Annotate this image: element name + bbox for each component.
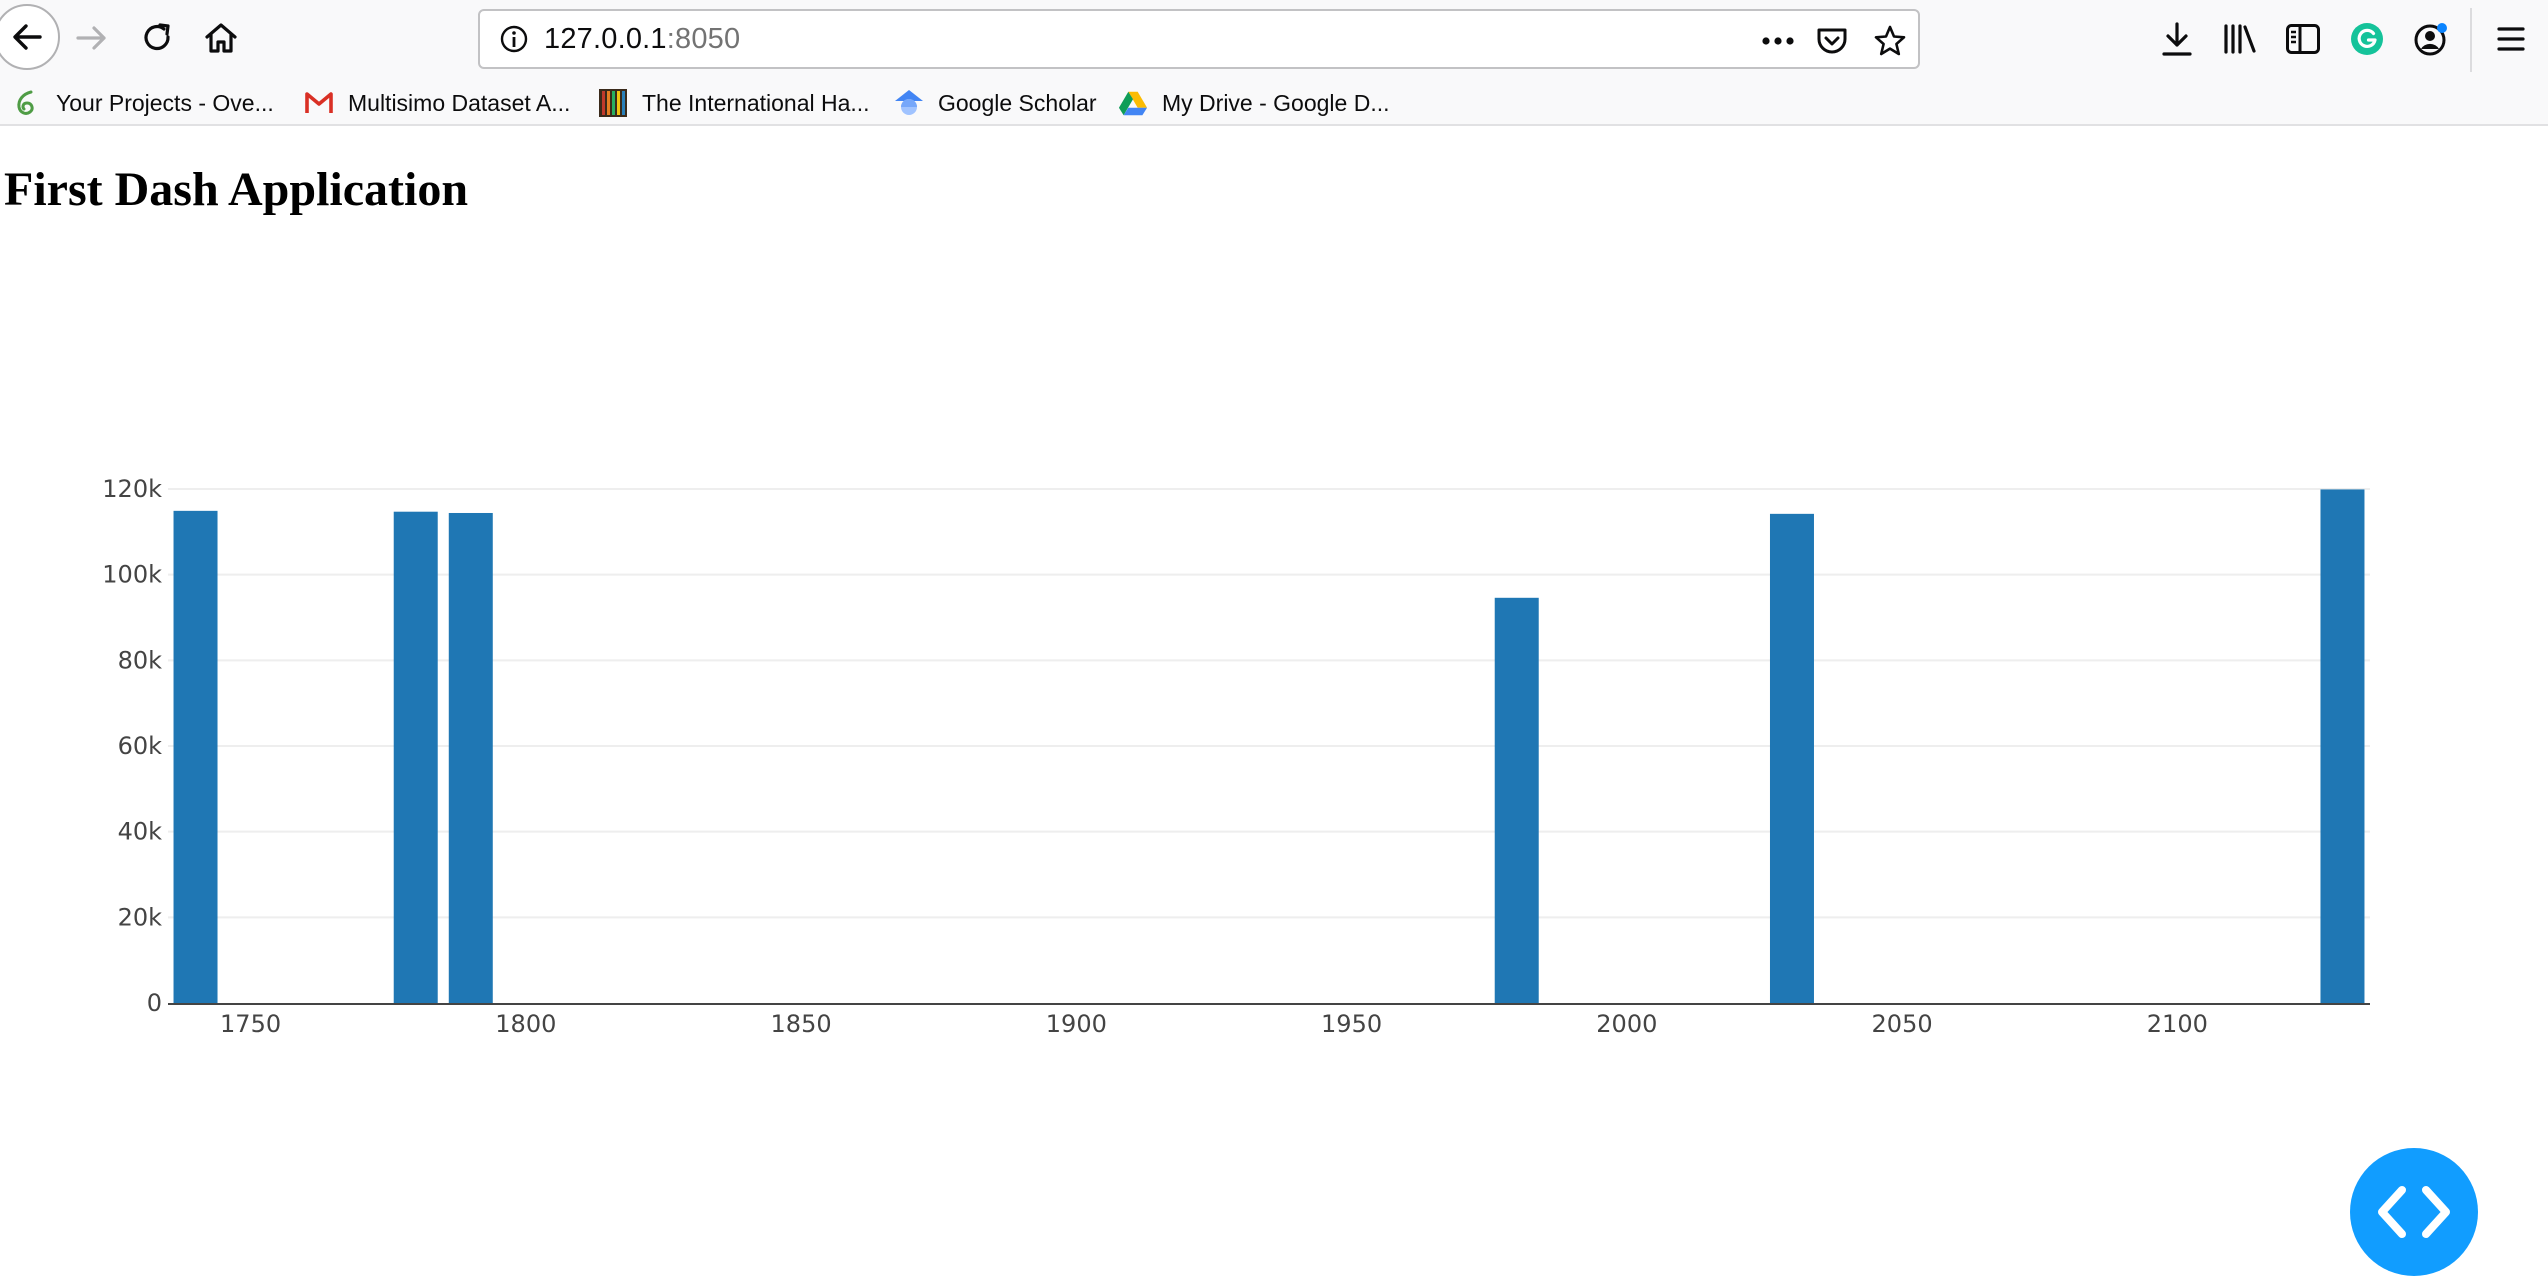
url-port: :8050	[666, 23, 741, 55]
bar-chart: 0 20k 40k 60k 80k 100k 120k 1750 1800 1850 1900 195…	[102, 475, 2370, 1038]
x-tick-label: 2050	[1872, 1010, 1933, 1038]
downloads-button[interactable]	[2156, 18, 2198, 60]
google-drive-icon	[1118, 88, 1148, 118]
star-icon	[1874, 25, 1906, 56]
x-tick-label: 1750	[220, 1010, 281, 1038]
pocket-button[interactable]	[1814, 23, 1850, 59]
toolbar-separator	[2470, 8, 2472, 72]
y-tick-label: 80k	[118, 646, 163, 674]
home-button[interactable]	[199, 16, 243, 60]
sidebar-icon	[2286, 24, 2320, 54]
bookmark-google-scholar[interactable]: Google Scholar	[894, 86, 1097, 120]
forward-button[interactable]	[70, 16, 114, 60]
hamburger-menu-icon	[2497, 27, 2525, 51]
url-text[interactable]: 127.0.0.1:8050	[544, 23, 740, 56]
bookmark-label: Google Scholar	[938, 89, 1097, 116]
chart-gridlines	[168, 488, 2370, 919]
bookmark-label: The International Ha...	[642, 89, 870, 116]
more-dots-icon	[1762, 37, 1794, 45]
page-title: First Dash Application	[4, 163, 469, 216]
bookmark-star-button[interactable]	[1872, 23, 1908, 59]
code-brackets-icon	[2378, 1186, 2450, 1238]
y-tick-label: 40k	[118, 818, 163, 846]
home-icon	[205, 23, 237, 53]
bookmarks-toolbar	[0, 80, 2548, 126]
account-button[interactable]	[2410, 18, 2452, 60]
overleaf-icon	[12, 88, 42, 118]
bar[interactable]	[173, 510, 218, 1003]
back-arrow-icon	[13, 24, 42, 50]
account-icon	[2414, 23, 2447, 56]
chart-bars	[173, 489, 2365, 1003]
library-button[interactable]	[2219, 18, 2261, 60]
y-tick-label: 100k	[102, 561, 162, 589]
library-icon	[2224, 24, 2256, 54]
striped-book-icon	[598, 88, 628, 118]
bookmark-my-drive[interactable]: My Drive - Google D...	[1118, 86, 1390, 120]
url-host: 127.0.0.1	[544, 23, 667, 55]
bookmark-multisimo[interactable]: Multisimo Dataset A...	[304, 86, 570, 120]
page-actions-button[interactable]	[1760, 23, 1796, 59]
y-tick-label: 60k	[118, 732, 163, 760]
menu-button[interactable]	[2490, 18, 2532, 60]
x-tick-label: 1950	[1321, 1010, 1382, 1038]
reload-icon	[144, 23, 170, 51]
bookmark-label: My Drive - Google D...	[1162, 89, 1390, 116]
bookmark-label: Your Projects - Ove...	[56, 89, 274, 116]
download-icon	[2162, 22, 2192, 56]
x-tick-label: 2000	[1596, 1010, 1657, 1038]
url-bar[interactable]: 127.0.0.1:8050	[478, 9, 1920, 69]
y-tick-label: 20k	[118, 903, 163, 931]
pocket-icon	[1817, 28, 1847, 54]
dash-debug-menu-button[interactable]	[2350, 1148, 2478, 1276]
site-info-icon[interactable]	[498, 23, 530, 55]
bar[interactable]	[393, 511, 438, 1003]
x-tick-label: 1850	[771, 1010, 832, 1038]
bar[interactable]	[1769, 513, 1814, 1003]
x-tick-label: 1900	[1046, 1010, 1107, 1038]
bar[interactable]	[1494, 597, 1539, 1003]
reload-button[interactable]	[135, 16, 179, 60]
y-tick-label: 0	[147, 989, 162, 1017]
back-button[interactable]	[0, 4, 60, 70]
bookmark-international-handbook[interactable]: The International Ha...	[598, 86, 870, 120]
chart-axes: 0 20k 40k 60k 80k 100k 120k 1750 1800 1850 1900 195…	[102, 475, 2370, 1038]
x-tick-label: 2100	[2147, 1010, 2208, 1038]
bar[interactable]	[2320, 489, 2365, 1003]
x-tick-label: 1800	[495, 1010, 556, 1038]
y-tick-label: 120k	[102, 475, 162, 503]
sidebar-button[interactable]	[2282, 18, 2324, 60]
bookmark-label: Multisimo Dataset A...	[348, 89, 571, 116]
bar[interactable]	[448, 512, 493, 1003]
grammarly-icon	[2351, 23, 2383, 55]
grammarly-button[interactable]	[2346, 18, 2388, 60]
forward-arrow-icon	[76, 26, 106, 50]
google-scholar-icon	[894, 88, 924, 118]
bookmark-your-projects[interactable]: Your Projects - Ove...	[12, 86, 274, 120]
gmail-icon	[304, 88, 334, 118]
browser-toolbar: 127.0.0.1:8050	[0, 0, 2548, 80]
